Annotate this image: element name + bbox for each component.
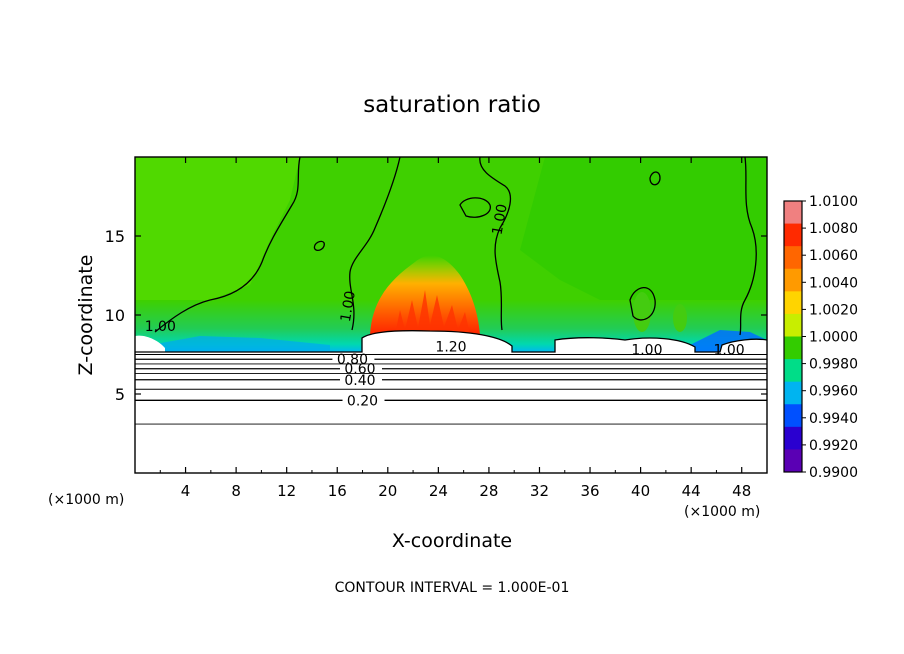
contour-loop-2	[649, 171, 661, 186]
cloud-region-left	[135, 335, 165, 352]
colorbar-label: 1.0000	[809, 330, 858, 346]
colorbar-label: 0.9920	[809, 438, 858, 454]
colorbar-label: 0.9960	[809, 384, 858, 400]
colorbar-swatch	[784, 426, 802, 450]
contour-loop-3	[313, 240, 325, 252]
y-axis-label: Z-coordinate	[75, 255, 97, 376]
x-tick-label: 36	[580, 482, 599, 500]
contour-1-00-center	[349, 157, 401, 331]
y-tick-label: 10	[105, 306, 125, 325]
x-tick-label: 40	[631, 482, 650, 500]
contour-lines-stratified: 0.200.400.600.80	[135, 330, 768, 425]
contour-label: 1.20	[435, 339, 466, 355]
contour-lines-upper	[154, 157, 757, 336]
hot-core-spikes	[395, 290, 470, 335]
chart-title: saturation ratio	[363, 92, 541, 118]
colorbar-swatch	[784, 246, 802, 270]
x-axis-ticks: 4 8 12 16 20 24 28 32 36 40 44 48	[159, 157, 751, 500]
y-tick-label: 15	[105, 227, 125, 246]
colorbar-label: 0.9940	[809, 411, 858, 427]
x-tick-label: 28	[479, 482, 498, 500]
colorbar: 1.0100 1.0080 1.0060 1.0040 1.0020 1.0000 0.99…	[783, 194, 858, 481]
heatmap-field	[135, 157, 767, 473]
contour-loop-1	[459, 197, 491, 218]
cloud-region-right	[555, 337, 695, 352]
colorbar-swatch	[784, 359, 802, 383]
contour-1-00-far-right	[739, 157, 757, 336]
x-tick-label: 12	[277, 482, 296, 500]
colorbar-swatch	[784, 291, 802, 315]
blue-patch-left	[150, 336, 330, 352]
contour-interval-footer: CONTOUR INTERVAL = 1.000E-01	[335, 580, 570, 596]
contour-label: 0.20	[347, 393, 378, 409]
x-tick-label: 48	[732, 482, 751, 500]
x-tick-label: 24	[429, 482, 448, 500]
colorbar-swatch	[784, 223, 802, 247]
contour-label: 1.00	[713, 343, 744, 359]
x-tick-label: 4	[181, 482, 191, 500]
contour-labels: 1.20 1.00 1.00 1.00 1.00 1.00	[145, 203, 745, 359]
cloud-boundary-contour	[135, 330, 768, 353]
colorbar-swatch	[784, 313, 802, 337]
cloud-region-center	[362, 330, 512, 352]
colorbar-label: 0.9980	[809, 357, 858, 373]
colorbar-swatch	[784, 381, 802, 405]
x-axis-label: X-coordinate	[392, 530, 512, 552]
colorbar-swatch	[784, 201, 802, 225]
field-patch-right	[520, 157, 767, 335]
contour-label: 0.40	[344, 373, 375, 389]
contour-loop-4	[629, 286, 656, 321]
contour-1-00-left	[154, 157, 301, 333]
contour-label: 1.00	[338, 290, 359, 323]
x-tick-label: 44	[682, 482, 701, 500]
colorbar-swatch	[784, 336, 802, 360]
field-patch-left	[135, 157, 300, 325]
colorbar-label: 0.9900	[809, 465, 858, 481]
contour-label: 1.00	[145, 319, 176, 335]
x-unit-left: (×1000 m)	[48, 492, 124, 508]
colorbar-swatch	[784, 449, 802, 473]
green-blob-2	[673, 304, 687, 332]
x-unit-right: (×1000 m)	[684, 504, 760, 520]
x-tick-label: 20	[378, 482, 397, 500]
colorbar-swatch	[784, 268, 802, 292]
x-tick-label: 16	[328, 482, 347, 500]
contour-label: 1.00	[631, 343, 662, 359]
x-tick-label: 8	[231, 482, 241, 500]
y-tick-label: 5	[115, 385, 125, 404]
colorbar-label: 1.0060	[809, 248, 858, 264]
x-tick-label: 32	[530, 482, 549, 500]
colorbar-label: 1.0040	[809, 275, 858, 291]
contour-label: 1.00	[490, 203, 511, 236]
colorbar-swatch	[784, 404, 802, 428]
green-blob-1	[633, 292, 651, 332]
colorbar-label: 1.0080	[809, 221, 858, 237]
colorbar-label: 1.0020	[809, 302, 858, 318]
y-axis-ticks: 5 10 15	[105, 227, 767, 404]
colorbar-label: 1.0100	[809, 194, 858, 210]
contour-1-00-right	[479, 157, 512, 331]
